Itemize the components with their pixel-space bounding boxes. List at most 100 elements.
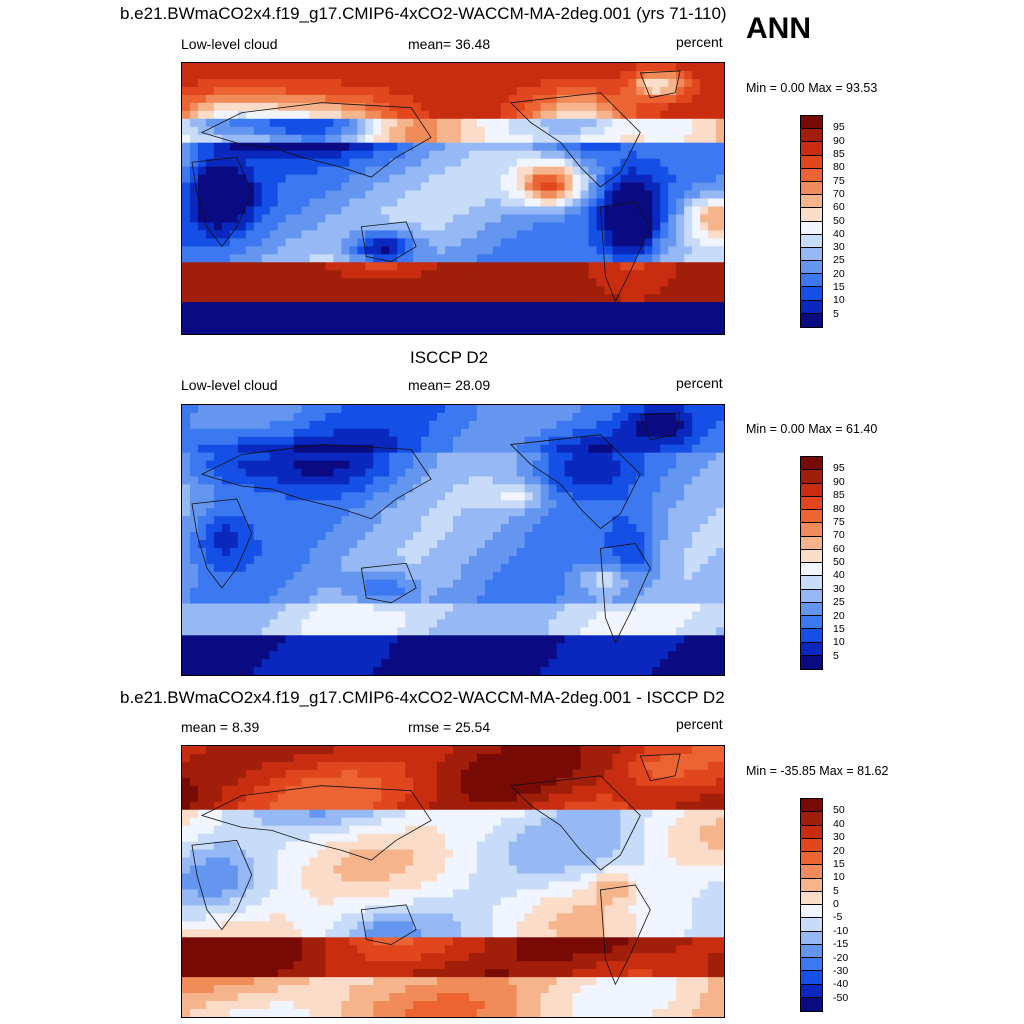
colorbar-swatch (801, 300, 822, 314)
colorbar-tick-label: 30 (833, 831, 845, 844)
colorbar-tick-label: 20 (833, 609, 845, 622)
colorbar-tick-label: 10 (833, 636, 845, 649)
colorbar-tick-label: -30 (833, 964, 849, 977)
colorbar-swatch (801, 642, 822, 656)
colorbar-swatch (801, 838, 822, 852)
colorbar-swatch (801, 984, 822, 998)
panel3-mean-label: mean = 8.39 (181, 719, 260, 735)
colorbar-tick-label: -5 (833, 911, 843, 924)
panel1-variable-label: Low-level cloud (181, 36, 278, 52)
panel1-colorbar (800, 115, 823, 328)
colorbar-swatch (801, 602, 822, 616)
colorbar-tick-label: 15 (833, 857, 845, 870)
colorbar-swatch (801, 944, 822, 958)
panel1-map-field (182, 63, 724, 334)
colorbar-swatch (801, 549, 822, 563)
colorbar-tick-label: 30 (833, 241, 845, 254)
colorbar-tick-label: 85 (833, 147, 845, 160)
colorbar-swatch (801, 799, 822, 813)
colorbar-swatch (801, 274, 822, 288)
colorbar-tick-label: 75 (833, 515, 845, 528)
colorbar-swatch (801, 510, 822, 524)
colorbar-swatch (801, 576, 822, 590)
colorbar-tick-label: 5 (833, 307, 839, 320)
panel1-map (181, 62, 725, 335)
colorbar-swatch (801, 891, 822, 905)
colorbar-swatch (801, 234, 822, 248)
colorbar-swatch (801, 918, 822, 932)
colorbar-tick-label: 60 (833, 542, 845, 555)
colorbar-tick-label: 40 (833, 227, 845, 240)
colorbar-tick-label: 90 (833, 475, 845, 488)
colorbar-swatch (801, 261, 822, 275)
colorbar-tick-label: 80 (833, 502, 845, 515)
colorbar-swatch (801, 155, 822, 169)
colorbar-tick-label: 40 (833, 569, 845, 582)
colorbar-tick-label: 70 (833, 529, 845, 542)
colorbar-swatch (801, 181, 822, 196)
colorbar-swatch (801, 852, 822, 866)
panel1-units-label: percent (676, 34, 723, 50)
colorbar-swatch (801, 129, 822, 143)
colorbar-tick-label: 95 (833, 121, 845, 134)
panel3-colorbar (800, 798, 823, 1012)
colorbar-tick-label: 25 (833, 596, 845, 609)
colorbar-swatch (801, 483, 822, 497)
colorbar-tick-label: 50 (833, 214, 845, 227)
colorbar-tick-label: 20 (833, 844, 845, 857)
panel1-minmax: Min = 0.00 Max = 93.53 (746, 81, 878, 95)
colorbar-tick-label: 5 (833, 884, 839, 897)
colorbar-swatch (801, 247, 822, 262)
colorbar-tick-label: 5 (833, 649, 839, 662)
colorbar-swatch (801, 536, 822, 550)
colorbar-tick-label: 40 (833, 817, 845, 830)
colorbar-tick-label: -10 (833, 924, 849, 937)
colorbar-swatch (801, 865, 822, 879)
colorbar-swatch (801, 221, 822, 235)
colorbar-swatch (801, 523, 822, 537)
colorbar-tick-label: 20 (833, 267, 845, 280)
colorbar-tick-label: -20 (833, 951, 849, 964)
colorbar-tick-label: 15 (833, 281, 845, 294)
panel3-map (181, 745, 725, 1018)
colorbar-swatch (801, 655, 822, 669)
colorbar-swatch (801, 905, 822, 919)
colorbar-swatch (801, 116, 822, 130)
panel2-title: ISCCP D2 (410, 348, 489, 367)
colorbar-swatch (801, 142, 822, 156)
panel2-map (181, 404, 725, 676)
colorbar-swatch (801, 457, 822, 471)
panel2-units-label: percent (676, 375, 723, 391)
colorbar-tick-label: 60 (833, 201, 845, 214)
colorbar-tick-label: 30 (833, 582, 845, 595)
colorbar-tick-label: 0 (833, 898, 839, 910)
colorbar-swatch (801, 496, 822, 510)
colorbar-swatch (801, 629, 822, 643)
colorbar-swatch (801, 195, 822, 209)
colorbar-swatch (801, 958, 822, 972)
colorbar-swatch (801, 589, 822, 603)
panel3-minmax: Min = -35.85 Max = 81.62 (746, 764, 889, 778)
panel2-map-field (182, 405, 724, 675)
colorbar-tick-label: 80 (833, 161, 845, 174)
colorbar-swatch (801, 208, 822, 222)
panel1-title: b.e21.BWmaCO2x4.f19_g17.CMIP6-4xCO2-WACC… (120, 4, 727, 23)
panel2-minmax: Min = 0.00 Max = 61.40 (746, 422, 878, 436)
panel3-map-field (182, 746, 724, 1017)
colorbar-swatch (801, 997, 822, 1011)
panel1-mean-label: mean= 36.48 (408, 36, 491, 52)
colorbar-tick-label: 50 (833, 556, 845, 568)
colorbar-tick-label: 85 (833, 489, 845, 502)
colorbar-tick-label: -15 (833, 938, 849, 951)
colorbar-tick-label: 25 (833, 254, 845, 267)
colorbar-swatch (801, 825, 822, 839)
colorbar-tick-label: -50 (833, 991, 849, 1004)
panel3-units-label: percent (676, 716, 723, 732)
colorbar-tick-label: 90 (833, 134, 845, 147)
colorbar-tick-label: 10 (833, 294, 845, 307)
colorbar-swatch (801, 563, 822, 577)
panel2-mean-label: mean= 28.09 (408, 377, 491, 393)
colorbar-tick-label: 15 (833, 622, 845, 635)
colorbar-swatch (801, 287, 822, 301)
season-label: ANN (746, 12, 811, 45)
